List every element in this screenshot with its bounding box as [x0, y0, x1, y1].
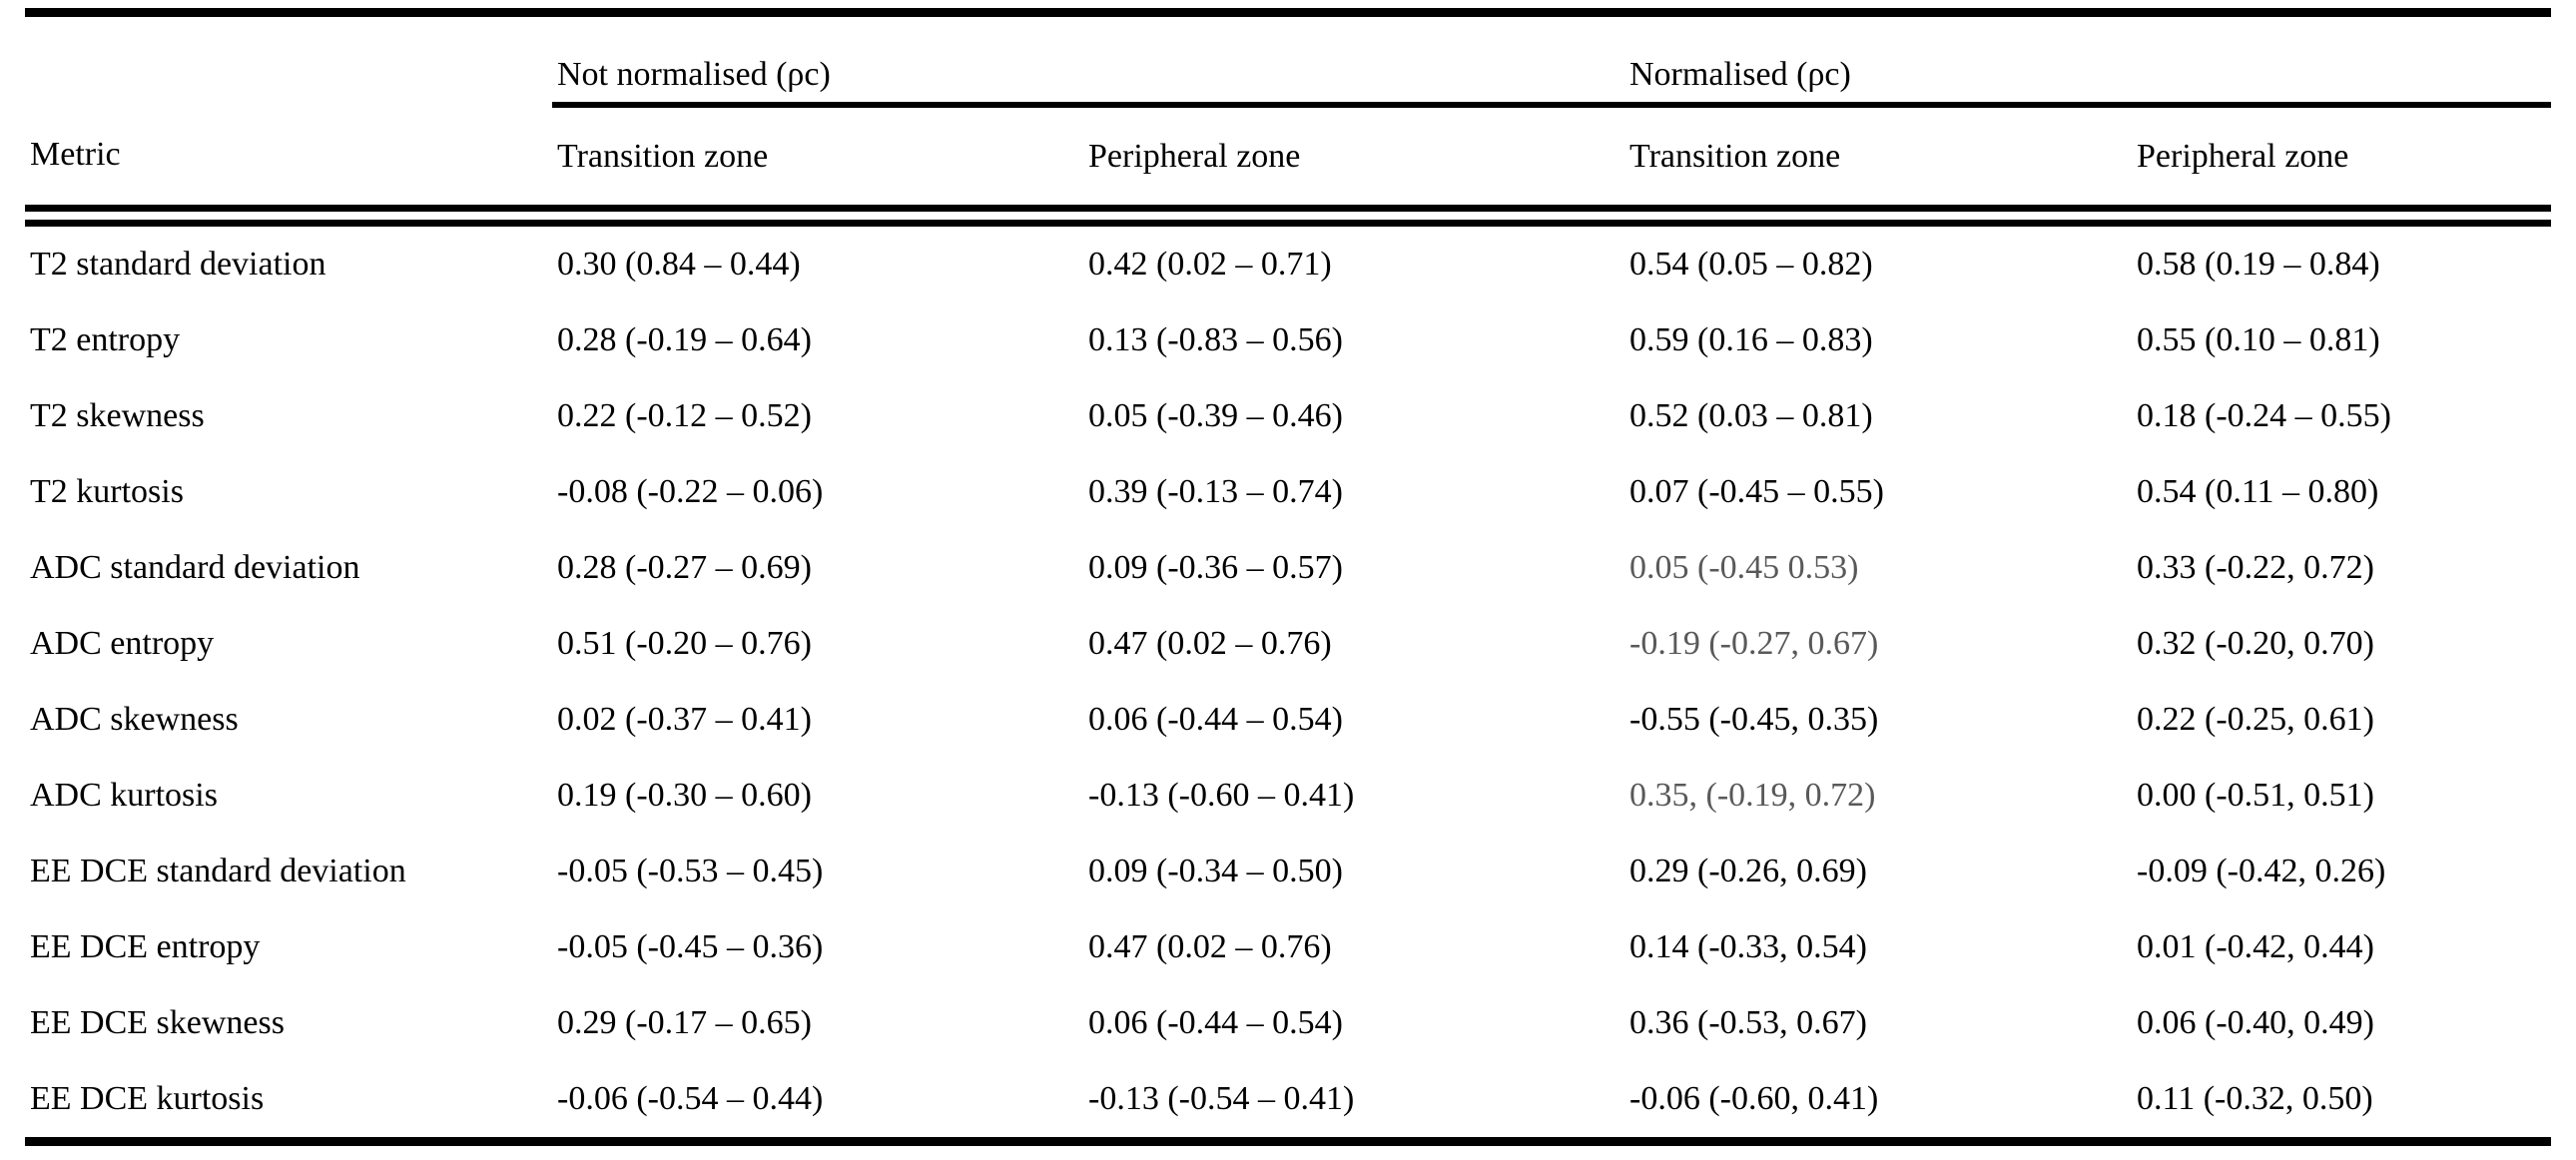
metric-label: T2 standard deviation	[30, 246, 326, 283]
value-cell: 0.22 (-0.12 – 0.52)	[557, 397, 812, 434]
value-cell: 0.58 (0.19 – 0.84)	[2137, 246, 2380, 283]
value-cell: -0.13 (-0.60 – 0.41)	[1088, 777, 1355, 814]
value-cell: 0.05 (-0.45 0.53)	[1629, 549, 1859, 586]
value-cell: 0.47 (0.02 – 0.76)	[1088, 625, 1332, 662]
metric-label: ADC kurtosis	[30, 777, 218, 814]
value-cell: 0.14 (-0.33, 0.54)	[1629, 928, 1867, 965]
metric-label: T2 entropy	[30, 321, 181, 358]
table-row: T2 kurtosis -0.08 (-0.22 – 0.06) 0.39 (-0.…	[25, 454, 2551, 530]
group-header-not-normalised: Not normalised (ρc)	[552, 12, 1624, 108]
value-cell: 0.39 (-0.13 – 0.74)	[1088, 473, 1343, 510]
table-row: ADC kurtosis 0.19 (-0.30 – 0.60) -0.13 (-0…	[25, 758, 2551, 834]
group-header-row: Not normalised (ρc) Normalised (ρc)	[25, 12, 2551, 108]
metric-label: ADC standard deviation	[30, 549, 360, 586]
metric-label: EE DCE standard deviation	[30, 853, 406, 889]
table-row: ADC skewness 0.02 (-0.37 – 0.41) 0.06 (-0.…	[25, 682, 2551, 758]
value-cell: 0.35, (-0.19, 0.72)	[1629, 777, 1876, 814]
value-cell: 0.28 (-0.19 – 0.64)	[557, 321, 812, 358]
metric-label: T2 skewness	[30, 397, 205, 434]
value-cell: 0.47 (0.02 – 0.76)	[1088, 928, 1332, 965]
value-cell: -0.09 (-0.42, 0.26)	[2137, 853, 2386, 889]
value-cell: 0.11 (-0.32, 0.50)	[2137, 1080, 2373, 1117]
value-cell: 0.07 (-0.45 – 0.55)	[1629, 473, 1884, 510]
table-row: ADC standard deviation 0.28 (-0.27 – 0.69…	[25, 530, 2551, 606]
column-header-transition-zone-normalised: Transition zone	[1624, 105, 2132, 227]
value-cell: 0.59 (0.16 – 0.83)	[1629, 321, 1873, 358]
table-row: T2 standard deviation 0.30 (0.84 – 0.44) 0…	[25, 216, 2551, 302]
table-body: T2 standard deviation 0.30 (0.84 – 0.44) 0…	[25, 216, 2551, 1142]
value-cell: 0.00 (-0.51, 0.51)	[2137, 777, 2374, 814]
value-cell: 0.13 (-0.83 – 0.56)	[1088, 321, 1343, 358]
column-header-peripheral-zone-normalised: Peripheral zone	[2132, 105, 2551, 227]
value-cell: -0.13 (-0.54 – 0.41)	[1088, 1080, 1355, 1117]
metric-label: ADC entropy	[30, 625, 215, 662]
metric-label: EE DCE kurtosis	[30, 1080, 265, 1117]
table-row: EE DCE standard deviation -0.05 (-0.53 – …	[25, 834, 2551, 909]
value-cell: 0.36 (-0.53, 0.67)	[1629, 1004, 1867, 1041]
table-row: ADC entropy 0.51 (-0.20 – 0.76) 0.47 (0.02…	[25, 606, 2551, 682]
value-cell: 0.09 (-0.34 – 0.50)	[1088, 853, 1343, 889]
value-cell: 0.54 (0.11 – 0.80)	[2137, 473, 2379, 510]
value-cell: 0.30 (0.84 – 0.44)	[557, 246, 801, 283]
table-row: T2 skewness 0.22 (-0.12 – 0.52) 0.05 (-0.3…	[25, 378, 2551, 454]
metric-label: EE DCE skewness	[30, 1004, 285, 1041]
table-row: EE DCE skewness 0.29 (-0.17 – 0.65) 0.06 (…	[25, 985, 2551, 1061]
metrics-table: Not normalised (ρc) Normalised (ρc) Metr…	[25, 8, 2551, 1146]
value-cell: -0.06 (-0.60, 0.41)	[1629, 1080, 1879, 1117]
value-cell: 0.42 (0.02 – 0.71)	[1088, 246, 1332, 283]
value-cell: 0.28 (-0.27 – 0.69)	[557, 549, 812, 586]
value-cell: 0.06 (-0.44 – 0.54)	[1088, 701, 1343, 738]
value-cell: 0.18 (-0.24 – 0.55)	[2137, 397, 2391, 434]
value-cell: 0.06 (-0.40, 0.49)	[2137, 1004, 2374, 1041]
column-header-metric: Metric	[25, 105, 552, 227]
value-cell: 0.05 (-0.39 – 0.46)	[1088, 397, 1343, 434]
value-cell: 0.51 (-0.20 – 0.76)	[557, 625, 812, 662]
value-cell: -0.05 (-0.45 – 0.36)	[557, 928, 824, 965]
value-cell: -0.05 (-0.53 – 0.45)	[557, 853, 824, 889]
metric-label: T2 kurtosis	[30, 473, 184, 510]
value-cell: 0.09 (-0.36 – 0.57)	[1088, 549, 1343, 586]
table-row: T2 entropy 0.28 (-0.19 – 0.64) 0.13 (-0.83…	[25, 302, 2551, 378]
value-cell: 0.02 (-0.37 – 0.41)	[557, 701, 812, 738]
value-cell: 0.19 (-0.30 – 0.60)	[557, 777, 812, 814]
table-row: EE DCE kurtosis -0.06 (-0.54 – 0.44) -0.13…	[25, 1061, 2551, 1142]
value-cell: 0.29 (-0.17 – 0.65)	[557, 1004, 812, 1041]
column-header-peripheral-zone-not-normalised: Peripheral zone	[1083, 105, 1624, 227]
group-header-normalised: Normalised (ρc)	[1624, 12, 2551, 108]
value-cell: -0.08 (-0.22 – 0.06)	[557, 473, 824, 510]
value-cell: -0.06 (-0.54 – 0.44)	[557, 1080, 824, 1117]
group-header-spacer	[25, 13, 552, 106]
column-header-transition-zone-not-normalised: Transition zone	[552, 105, 1083, 227]
value-cell: -0.55 (-0.45, 0.35)	[1629, 701, 1879, 738]
metric-label: ADC skewness	[30, 701, 239, 738]
value-cell: 0.55 (0.10 – 0.81)	[2137, 321, 2380, 358]
column-header-row: Metric Transition zone Peripheral zone T…	[25, 105, 2551, 227]
metric-label: EE DCE entropy	[30, 928, 261, 965]
value-cell: 0.06 (-0.44 – 0.54)	[1088, 1004, 1343, 1041]
value-cell: 0.01 (-0.42, 0.44)	[2137, 928, 2374, 965]
value-cell: 0.33 (-0.22, 0.72)	[2137, 549, 2374, 586]
value-cell: 0.32 (-0.20, 0.70)	[2137, 625, 2374, 662]
value-cell: 0.22 (-0.25, 0.61)	[2137, 701, 2374, 738]
table-row: EE DCE entropy -0.05 (-0.45 – 0.36) 0.47 (…	[25, 909, 2551, 985]
value-cell: -0.19 (-0.27, 0.67)	[1629, 625, 1879, 662]
value-cell: 0.52 (0.03 – 0.81)	[1629, 397, 1873, 434]
value-cell: 0.54 (0.05 – 0.82)	[1629, 246, 1873, 283]
paper-table-page: Not normalised (ρc) Normalised (ρc) Metr…	[0, 8, 2576, 1160]
value-cell: 0.29 (-0.26, 0.69)	[1629, 853, 1867, 889]
